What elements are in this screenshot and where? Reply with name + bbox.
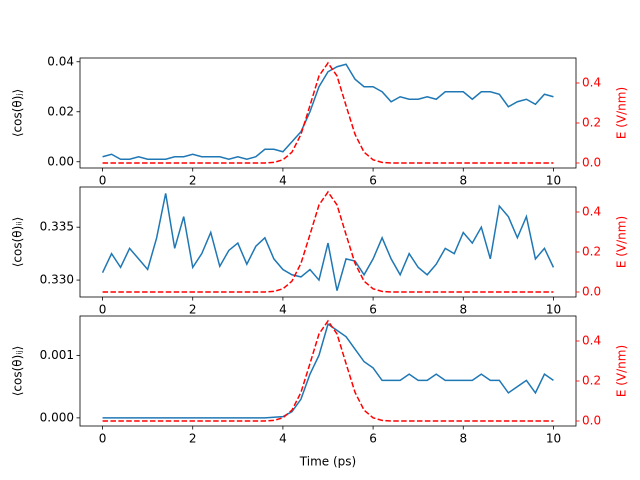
axes-frame — [79, 57, 577, 169]
x-tick-label: 6 — [369, 432, 377, 446]
y-tick-label: 0.001 — [40, 348, 74, 362]
data-line — [102, 63, 554, 161]
x-tick-label: 2 — [189, 174, 197, 188]
y2-tick-label: 0.2 — [582, 245, 601, 259]
y-axis-label: ⟨cos(θ)ⱼ⟩ — [11, 89, 25, 137]
y2-axis-label: E (V/nm) — [615, 345, 629, 397]
y-tick-label: 0.04 — [47, 54, 74, 68]
y2-tick-label: 0.2 — [582, 116, 601, 130]
y-tick-label: 0.330 — [40, 273, 74, 287]
axes-frame — [79, 315, 577, 427]
y2-tick-label: 0.2 — [582, 374, 601, 388]
y-axis-label: ⟨cos(θ)ᵢᵢ⟩ — [11, 217, 25, 268]
data-line — [102, 61, 554, 164]
x-axis-label: Time (ps) — [299, 455, 356, 469]
y2-tick-label: 0.0 — [582, 414, 601, 428]
y2-tick-label: 0.0 — [582, 156, 601, 170]
x-tick-label: 2 — [189, 303, 197, 317]
x-tick-label: 8 — [459, 432, 467, 446]
y2-tick-label: 0.4 — [582, 205, 601, 219]
y-tick-label: 0.000 — [40, 410, 74, 424]
y2-axis-label: E (V/nm) — [615, 87, 629, 139]
data-line — [102, 319, 554, 422]
y-tick-label: 0.02 — [47, 104, 74, 118]
x-tick-label: 4 — [279, 174, 287, 188]
x-tick-label: 6 — [369, 303, 377, 317]
y-axis-label: ⟨cos(θ)ᵢⱼ⟩ — [11, 346, 25, 397]
data-line — [102, 190, 554, 293]
y2-tick-label: 0.0 — [582, 285, 601, 299]
x-tick-label: 2 — [189, 432, 197, 446]
y-tick-label: 0.00 — [47, 154, 74, 168]
axes-frame — [79, 186, 577, 298]
data-line — [101, 193, 555, 291]
x-tick-label: 10 — [546, 174, 561, 188]
x-tick-label: 4 — [279, 303, 287, 317]
x-tick-label: 0 — [99, 174, 107, 188]
y2-tick-label: 0.4 — [582, 334, 601, 348]
x-tick-label: 4 — [279, 432, 287, 446]
x-tick-label: 10 — [546, 303, 561, 317]
x-tick-label: 6 — [369, 174, 377, 188]
y2-axis-label: E (V/nm) — [615, 216, 629, 268]
y-tick-label: 0.335 — [40, 220, 74, 234]
x-tick-label: 8 — [459, 174, 467, 188]
data-line — [102, 322, 554, 419]
x-tick-label: 8 — [459, 303, 467, 317]
x-tick-label: 10 — [546, 432, 561, 446]
x-tick-label: 0 — [99, 303, 107, 317]
y2-tick-label: 0.4 — [582, 76, 601, 90]
x-tick-label: 0 — [99, 432, 107, 446]
